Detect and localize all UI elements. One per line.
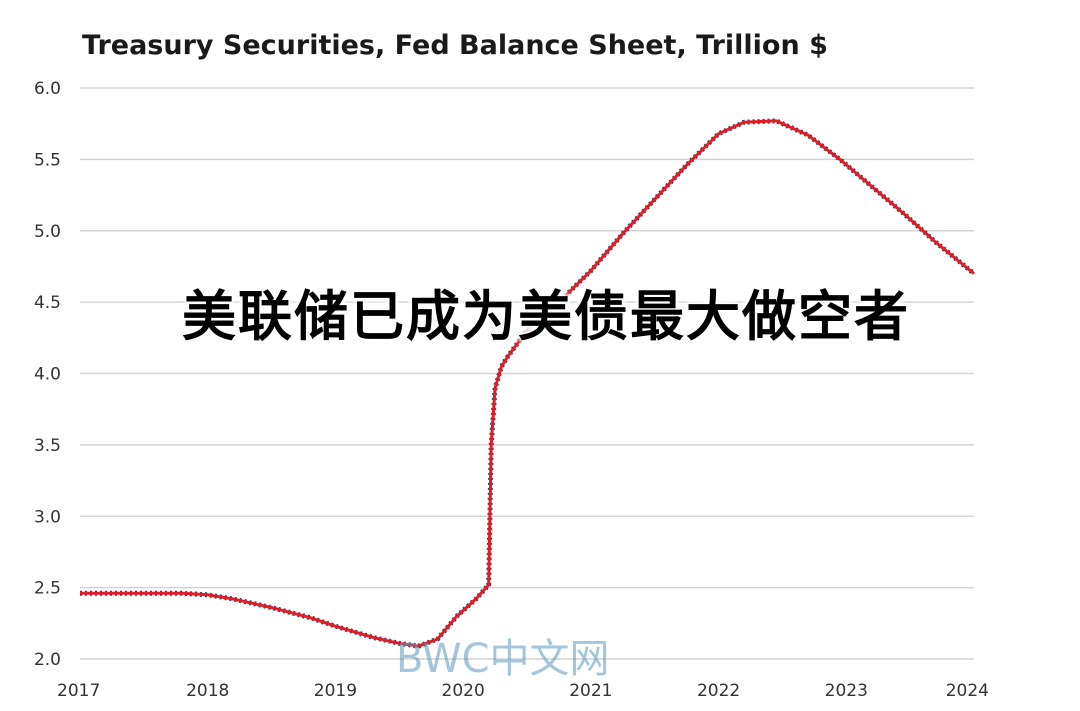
watermark: BWC中文网	[396, 636, 610, 682]
y-tick-label: 5.0	[34, 222, 61, 242]
x-tick-label: 2017	[57, 681, 100, 701]
series-layer	[80, 118, 976, 649]
x-axis-ticks: 2017 2018 2019 2020 2021 2022 2023 2024	[57, 681, 989, 701]
series-line-outline	[80, 118, 976, 649]
overlay-headline: 美联储已成为美债最大做空者	[182, 285, 910, 348]
x-tick-label: 2018	[186, 681, 229, 701]
y-tick-label: 2.0	[34, 650, 61, 670]
chart-title: Treasury Securities, Fed Balance Sheet, …	[82, 30, 828, 61]
y-tick-label: 3.5	[34, 436, 61, 456]
x-tick-label: 2022	[697, 681, 740, 701]
series-line	[80, 119, 975, 648]
x-tick-label: 2020	[442, 681, 485, 701]
y-tick-label: 2.5	[34, 579, 61, 599]
grid-lines	[80, 87, 974, 660]
y-tick-label: 3.0	[34, 507, 61, 527]
x-tick-label: 2023	[825, 681, 868, 701]
x-tick-label: 2021	[569, 681, 612, 701]
x-tick-label: 2019	[314, 681, 357, 701]
y-tick-label: 5.5	[34, 150, 61, 170]
y-tick-label: 4.0	[34, 365, 61, 385]
x-tick-label: 2024	[946, 681, 989, 701]
y-tick-label: 4.5	[34, 293, 61, 313]
y-axis-ticks: 2.0 2.5 3.0 3.5 4.0 4.5 5.0 5.5 6.0	[34, 79, 61, 670]
y-tick-label: 6.0	[34, 79, 61, 99]
